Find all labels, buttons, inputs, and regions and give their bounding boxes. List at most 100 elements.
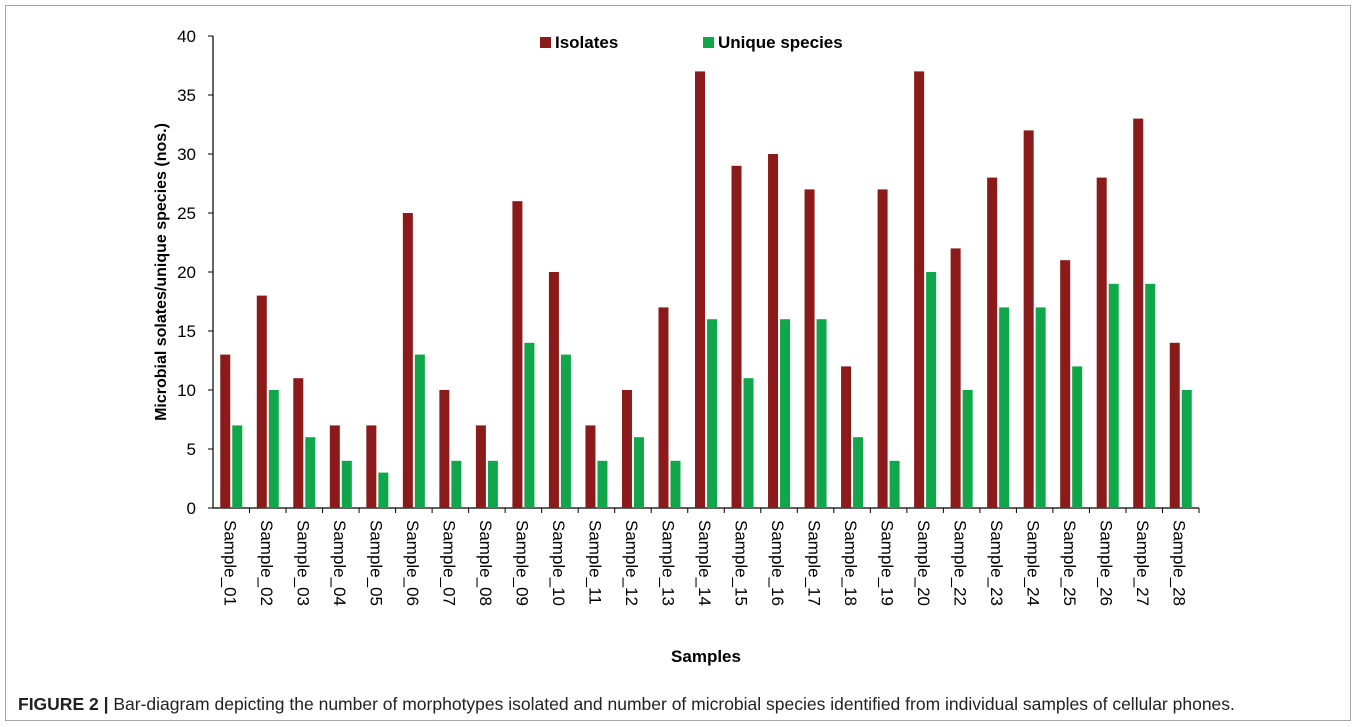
bar-isolates xyxy=(402,213,413,508)
caption-text: Bar-diagram depicting the number of morp… xyxy=(108,694,1235,714)
x-tick-label: Sample_09 xyxy=(512,520,531,606)
bar-unique-species xyxy=(1145,283,1156,508)
y-tick-label: 30 xyxy=(177,145,196,164)
bar-unique-species xyxy=(597,460,608,508)
bar-isolates xyxy=(256,295,267,508)
x-tick-label: Sample_20 xyxy=(914,520,933,606)
bar-isolates xyxy=(877,189,888,508)
bar-isolates xyxy=(512,201,523,508)
x-tick-label: Sample_05 xyxy=(366,520,385,606)
x-tick-label: Sample_13 xyxy=(658,520,677,606)
x-tick-label: Sample_06 xyxy=(403,520,422,606)
bar-isolates xyxy=(621,390,632,508)
bar-isolates xyxy=(695,71,705,509)
x-tick-label: Sample_27 xyxy=(1133,520,1152,606)
x-tick-label: Sample_16 xyxy=(768,520,787,606)
x-tick-label: Sample_26 xyxy=(1097,520,1116,606)
x-tick-label: Sample_10 xyxy=(549,520,568,606)
bar-isolates xyxy=(804,189,815,508)
legend-swatch-isolates xyxy=(540,37,551,48)
bar-unique-species xyxy=(999,307,1010,508)
x-tick-label: Sample_02 xyxy=(257,520,276,606)
y-tick-label: 35 xyxy=(177,86,196,105)
bar-unique-species xyxy=(1181,390,1192,508)
bar-unique-species xyxy=(670,460,681,508)
bar-unique-species xyxy=(1108,283,1119,508)
y-tick-label: 25 xyxy=(177,204,196,223)
bar-unique-species xyxy=(743,378,754,508)
bar-isolates xyxy=(220,354,231,508)
legend-label-unique-species: Unique species xyxy=(718,33,843,52)
x-tick-label: Sample_11 xyxy=(585,520,604,605)
bar-unique-species xyxy=(926,272,937,508)
bar-unique-species xyxy=(305,437,316,508)
y-tick-label: 10 xyxy=(177,381,196,400)
x-tick-label: Sample_04 xyxy=(330,520,349,606)
x-tick-label: Sample_22 xyxy=(951,520,970,606)
bar-isolates xyxy=(950,248,961,508)
bar-unique-species xyxy=(451,460,462,508)
bar-isolates xyxy=(658,307,669,508)
y-tick-label: 5 xyxy=(187,440,196,459)
bar-isolates xyxy=(1023,130,1034,508)
x-tick-label: Sample_18 xyxy=(841,520,860,606)
figure-caption: FIGURE 2 | Bar-diagram depicting the num… xyxy=(18,694,1338,715)
y-axis-title: Microbial solates/unique species (nos.) xyxy=(153,123,170,421)
x-tick-label: Sample_19 xyxy=(878,520,897,606)
bar-isolates xyxy=(768,154,779,508)
x-tick-label: Sample_01 xyxy=(220,520,239,606)
bar-unique-species xyxy=(633,437,644,508)
bar-unique-species xyxy=(268,390,279,508)
bar-unique-species xyxy=(524,342,535,508)
x-tick-label: Sample_25 xyxy=(1060,520,1079,606)
bar-unique-species xyxy=(1072,366,1083,508)
x-tick-label: Sample_17 xyxy=(805,520,824,606)
bar-unique-species xyxy=(707,319,717,508)
x-tick-label: Sample_12 xyxy=(622,520,641,606)
bar-unique-species xyxy=(414,354,425,508)
bar-unique-species xyxy=(560,354,571,508)
bar-isolates xyxy=(548,272,559,508)
bar-unique-species xyxy=(378,472,389,508)
bar-isolates xyxy=(987,177,998,508)
bar-unique-species xyxy=(853,437,864,508)
bar-isolates xyxy=(914,71,925,509)
bar-isolates xyxy=(731,165,742,509)
x-tick-label: Sample_28 xyxy=(1170,520,1189,606)
bar-unique-species xyxy=(780,319,791,508)
bar-unique-species xyxy=(889,460,900,508)
y-tick-label: 20 xyxy=(177,263,196,282)
y-tick-label: 15 xyxy=(177,322,196,341)
bar-unique-species xyxy=(487,460,498,508)
bar-isolates xyxy=(1096,177,1107,508)
bar-isolates xyxy=(585,425,596,508)
bar-isolates xyxy=(475,425,486,508)
bar-isolates xyxy=(329,425,340,508)
bar-unique-species xyxy=(341,460,352,508)
x-tick-label: Sample_08 xyxy=(476,520,495,606)
x-tick-label: Sample_03 xyxy=(293,520,312,606)
bar-chart: 0 5 10 15 20 25 30 35 40 Sample_01 Sample_02 Sample… xyxy=(153,27,1200,666)
x-tick-label: Sample_14 xyxy=(695,520,714,606)
legend-label-isolates: Isolates xyxy=(555,33,618,52)
bar-isolates xyxy=(1133,118,1144,508)
x-tick-label: Sample_15 xyxy=(732,520,751,606)
bar-unique-species xyxy=(232,425,243,508)
bar-isolates xyxy=(366,425,377,508)
bar-isolates xyxy=(1060,260,1071,508)
bar-unique-species xyxy=(816,319,827,508)
legend-swatch-unique-species xyxy=(703,37,714,48)
y-tick-label: 0 xyxy=(187,499,196,518)
x-tick-label: Sample_24 xyxy=(1024,520,1043,606)
bar-unique-species xyxy=(962,390,973,508)
x-tick-label: Sample_23 xyxy=(987,520,1006,606)
bar-isolates xyxy=(439,390,450,508)
x-axis-title: Samples xyxy=(671,647,741,666)
bar-isolates xyxy=(841,366,852,508)
bar-isolates xyxy=(293,378,304,508)
y-tick-label: 40 xyxy=(177,27,196,46)
caption-label: FIGURE 2 | xyxy=(18,694,109,714)
bar-unique-species xyxy=(1035,307,1046,508)
bar-isolates xyxy=(1169,342,1180,508)
x-tick-label: Sample_07 xyxy=(439,520,458,606)
